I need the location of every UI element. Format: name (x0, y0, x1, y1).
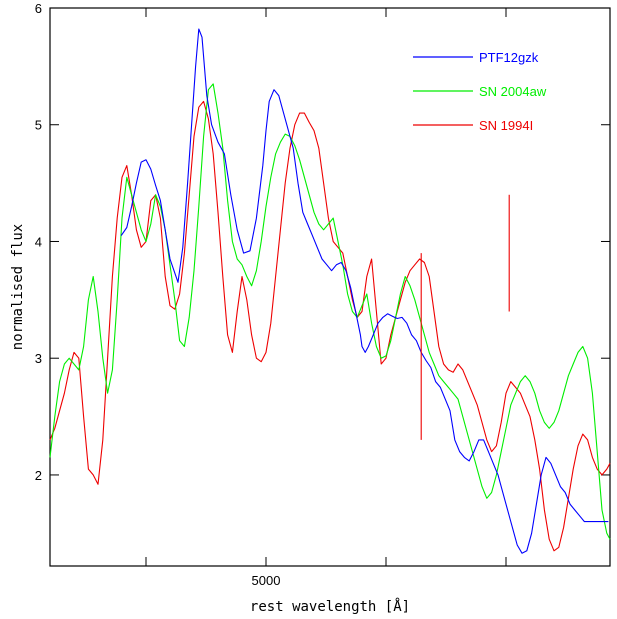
series-group (49, 28, 611, 554)
plot-frame (49, 7, 611, 567)
x-tick-label: 5000 (252, 573, 281, 588)
legend-label: SN 2004aw (479, 84, 547, 99)
y-tick-label: 3 (35, 351, 42, 366)
y-tick-label: 4 (35, 234, 42, 249)
legend-label: PTF12gzk (479, 50, 539, 65)
legend: PTF12gzk SN 2004aw SN 1994I (413, 50, 547, 133)
legend-label: SN 1994I (479, 118, 533, 133)
y-tick-label: 2 (35, 468, 42, 483)
axis-tick-labels: 5000 2 3 4 5 6 (35, 1, 281, 588)
y-tick-label: 6 (35, 1, 42, 16)
series-line-ptf12gzk (120, 28, 609, 554)
series-line-sn-1994i (49, 100, 611, 552)
x-axis-label: rest wavelength [Å] (250, 598, 410, 615)
y-tick-label: 5 (35, 118, 42, 133)
y-axis-label: normalised flux (10, 224, 26, 350)
series-line-sn-2004aw (49, 83, 611, 540)
